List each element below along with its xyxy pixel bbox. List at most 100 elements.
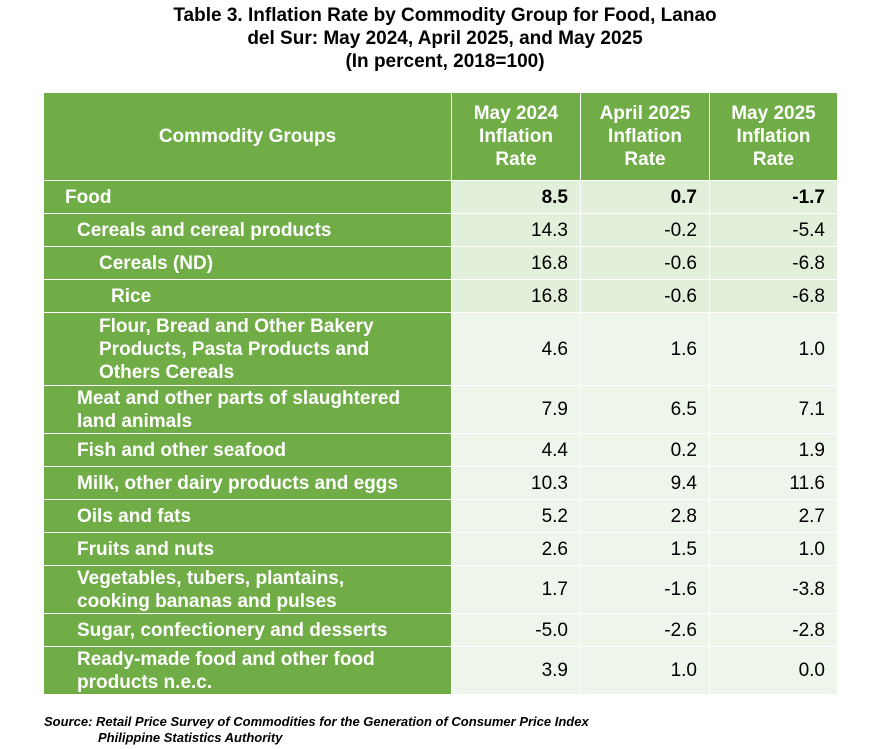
row-label-line: Vegetables, tubers, plantains, (77, 567, 345, 589)
row-label-sugar: Sugar, confectionery and desserts (43, 613, 452, 647)
header-april-2025-line-3: Rate (624, 149, 666, 170)
cell-may-2025: 11.6 (709, 466, 838, 500)
cell-may-2024: 3.9 (451, 646, 581, 695)
header-may-2025: May 2025 Inflation Rate (709, 92, 838, 181)
table-row: Fruits and nuts 2.6 1.5 1.0 (43, 532, 838, 566)
cell-may-2025: -6.8 (709, 279, 838, 313)
source-note: Source: Retail Price Survey of Commoditi… (44, 714, 844, 746)
cell-april-2025: 1.5 (580, 532, 710, 566)
cell-may-2025: -3.8 (709, 565, 838, 614)
table-title: Table 3. Inflation Rate by Commodity Gro… (0, 4, 890, 73)
cell-may-2025: 2.7 (709, 499, 838, 533)
row-label-line: Cereals (ND) (99, 252, 214, 274)
table-row: Vegetables, tubers, plantains, cooking b… (43, 565, 838, 614)
cell-april-2025: 1.6 (580, 312, 710, 386)
header-may-2024-line-1: May 2024 (473, 103, 559, 124)
row-label-fish: Fish and other seafood (43, 433, 452, 467)
table-row: Cereals (ND) 16.8 -0.6 -6.8 (43, 246, 838, 280)
row-label-line: Fruits and nuts (77, 538, 215, 560)
table-row: Meat and other parts of slaughtered land… (43, 385, 838, 434)
table-row: Food 8.5 0.7 -1.7 (43, 180, 838, 214)
cell-may-2024: 16.8 (451, 279, 581, 313)
table-row: Ready-made food and other food products … (43, 646, 838, 695)
cell-may-2025: -6.8 (709, 246, 838, 280)
cell-april-2025: 0.2 (580, 433, 710, 467)
title-line-1: Table 3. Inflation Rate by Commodity Gro… (173, 5, 717, 26)
row-label-line: Sugar, confectionery and desserts (77, 619, 388, 641)
table-row: Rice 16.8 -0.6 -6.8 (43, 279, 838, 313)
cell-may-2024: 4.4 (451, 433, 581, 467)
row-label-line: land animals (77, 410, 193, 432)
cell-may-2025: 1.0 (709, 312, 838, 386)
title-line-3: (In percent, 2018=100) (345, 51, 545, 72)
row-label-food: Food (43, 180, 452, 214)
cell-may-2024: -5.0 (451, 613, 581, 647)
cell-april-2025: 1.0 (580, 646, 710, 695)
header-commodity-groups: Commodity Groups (43, 92, 452, 181)
cell-may-2024: 1.7 (451, 565, 581, 614)
source-organization: Philippine Statistics Authority (98, 730, 283, 745)
cell-april-2025: 0.7 (580, 180, 710, 214)
table-row: Cereals and cereal products 14.3 -0.2 -5… (43, 213, 838, 247)
title-line-2: del Sur: May 2024, April 2025, and May 2… (247, 28, 643, 49)
table-row: Sugar, confectionery and desserts -5.0 -… (43, 613, 838, 647)
cell-may-2025: -2.8 (709, 613, 838, 647)
cell-may-2025: 0.0 (709, 646, 838, 695)
header-may-2025-line-2: Inflation (736, 126, 811, 147)
row-label-line: Products, Pasta Products and (99, 338, 370, 360)
source-line: Source: Retail Price Survey of Commoditi… (44, 714, 589, 729)
header-may-2025-line-1: May 2025 (731, 103, 816, 124)
row-label-vegetables: Vegetables, tubers, plantains, cooking b… (43, 565, 452, 614)
header-may-2024-line-2: Inflation (479, 126, 553, 147)
row-label-line: Ready-made food and other food (77, 648, 375, 670)
row-label-fruits: Fruits and nuts (43, 532, 452, 566)
row-label-line: Food (65, 186, 112, 208)
header-may-2024-line-3: Rate (495, 149, 537, 170)
cell-may-2024: 14.3 (451, 213, 581, 247)
header-may-2024: May 2024 Inflation Rate (451, 92, 581, 181)
inflation-table: Commodity Groups May 2024 Inflation Rate… (43, 92, 838, 695)
row-label-line: Flour, Bread and Other Bakery (99, 315, 374, 337)
row-label-line: Fish and other seafood (77, 439, 287, 461)
cell-may-2024: 7.9 (451, 385, 581, 434)
row-label-ready-made-food: Ready-made food and other food products … (43, 646, 452, 695)
row-label-line: cooking bananas and pulses (77, 590, 337, 612)
cell-april-2025: 6.5 (580, 385, 710, 434)
cell-may-2024: 10.3 (451, 466, 581, 500)
table-row: Oils and fats 5.2 2.8 2.7 (43, 499, 838, 533)
cell-may-2024: 4.6 (451, 312, 581, 386)
header-may-2025-line-3: Rate (752, 149, 795, 170)
row-label-cereals-nd: Cereals (ND) (43, 246, 452, 280)
row-label-flour-bread: Flour, Bread and Other Bakery Products, … (43, 312, 452, 386)
table-row: Fish and other seafood 4.4 0.2 1.9 (43, 433, 838, 467)
cell-may-2025: 1.9 (709, 433, 838, 467)
row-label-meat: Meat and other parts of slaughtered land… (43, 385, 452, 434)
row-label-line: products n.e.c. (77, 671, 213, 693)
cell-may-2024: 2.6 (451, 532, 581, 566)
cell-may-2025: -1.7 (709, 180, 838, 214)
cell-april-2025: -0.2 (580, 213, 710, 247)
table-row: Milk, other dairy products and eggs 10.3… (43, 466, 838, 500)
header-april-2025-line-1: April 2025 (599, 103, 691, 124)
row-label-line: Oils and fats (77, 505, 192, 527)
row-label-line: Cereals and cereal products (77, 219, 332, 241)
cell-april-2025: -0.6 (580, 279, 710, 313)
cell-may-2025: -5.4 (709, 213, 838, 247)
cell-april-2025: 9.4 (580, 466, 710, 500)
cell-may-2024: 5.2 (451, 499, 581, 533)
row-label-rice: Rice (43, 279, 452, 313)
header-april-2025: April 2025 Inflation Rate (580, 92, 710, 181)
row-label-oils: Oils and fats (43, 499, 452, 533)
table-row: Flour, Bread and Other Bakery Products, … (43, 312, 838, 386)
row-label-line: Others Cereals (99, 361, 235, 383)
cell-may-2025: 7.1 (709, 385, 838, 434)
cell-april-2025: 2.8 (580, 499, 710, 533)
cell-april-2025: -2.6 (580, 613, 710, 647)
row-label-line: Meat and other parts of slaughtered (77, 387, 401, 409)
row-label-cereals-and-cereal-products: Cereals and cereal products (43, 213, 452, 247)
cell-may-2024: 16.8 (451, 246, 581, 280)
cell-april-2025: -1.6 (580, 565, 710, 614)
header-april-2025-line-2: Inflation (608, 126, 682, 147)
row-label-milk: Milk, other dairy products and eggs (43, 466, 452, 500)
cell-may-2024: 8.5 (451, 180, 581, 214)
